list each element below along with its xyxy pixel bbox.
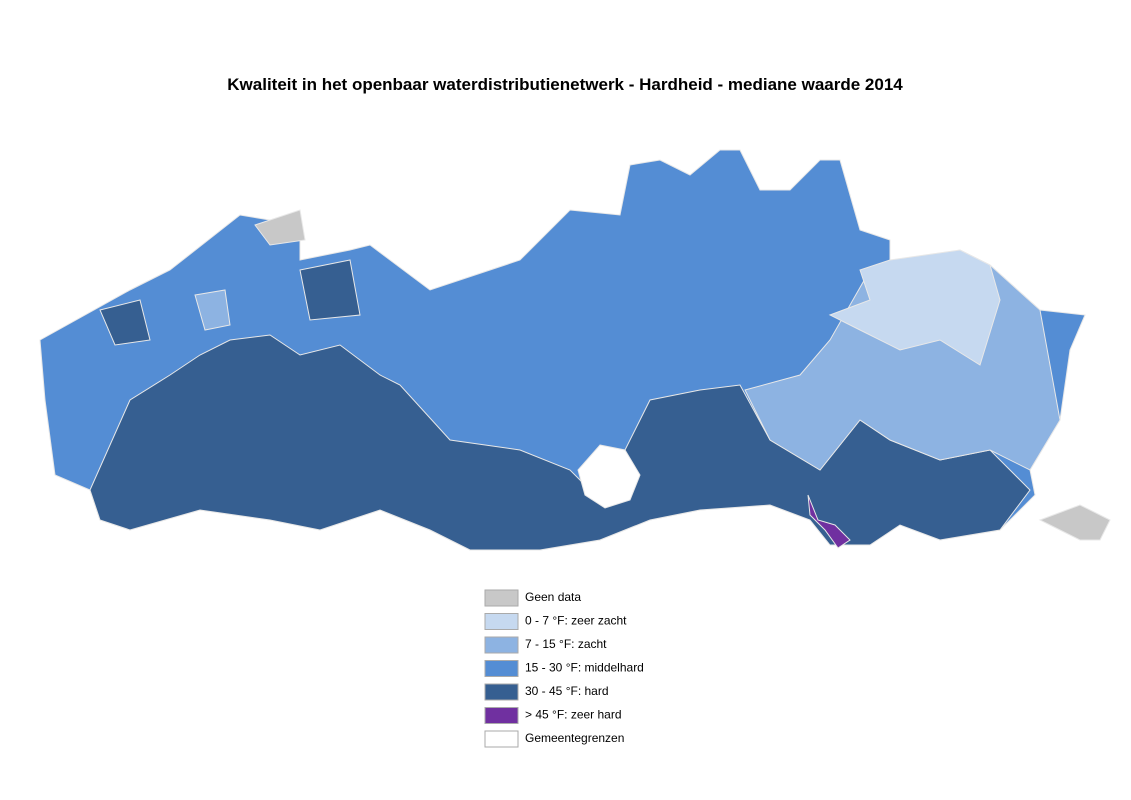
legend-label: 0 - 7 °F: zeer zacht [525, 614, 627, 628]
legend-swatch [484, 683, 519, 701]
map [39, 149, 1111, 551]
region [299, 259, 361, 321]
region [194, 289, 231, 331]
legend-label: > 45 °F: zeer hard [525, 708, 622, 722]
legend-label: 15 - 30 °F: middelhard [525, 661, 644, 675]
legend-label: Gemeentegrenzen [525, 731, 624, 745]
legend-swatch [484, 707, 519, 724]
legend-label: 7 - 15 °F: zacht [525, 637, 607, 651]
legend-label: 30 - 45 °F: hard [525, 684, 609, 698]
region [828, 249, 1001, 366]
region [1038, 504, 1111, 541]
legend-swatch [484, 660, 519, 677]
region [99, 299, 151, 346]
legend-swatch [484, 636, 519, 654]
region [807, 494, 851, 549]
legend: Geen data 0 - 7 °F: zeer zacht 7 - 15 °F: … [484, 589, 644, 748]
legend-swatch [484, 589, 519, 607]
legend-label: Geen data [525, 590, 581, 604]
map-title: Kwaliteit in het openbaar waterdistribut… [227, 75, 903, 94]
legend-swatch [484, 730, 519, 748]
region [254, 209, 306, 246]
legend-swatch [484, 613, 519, 630]
region [577, 444, 641, 509]
